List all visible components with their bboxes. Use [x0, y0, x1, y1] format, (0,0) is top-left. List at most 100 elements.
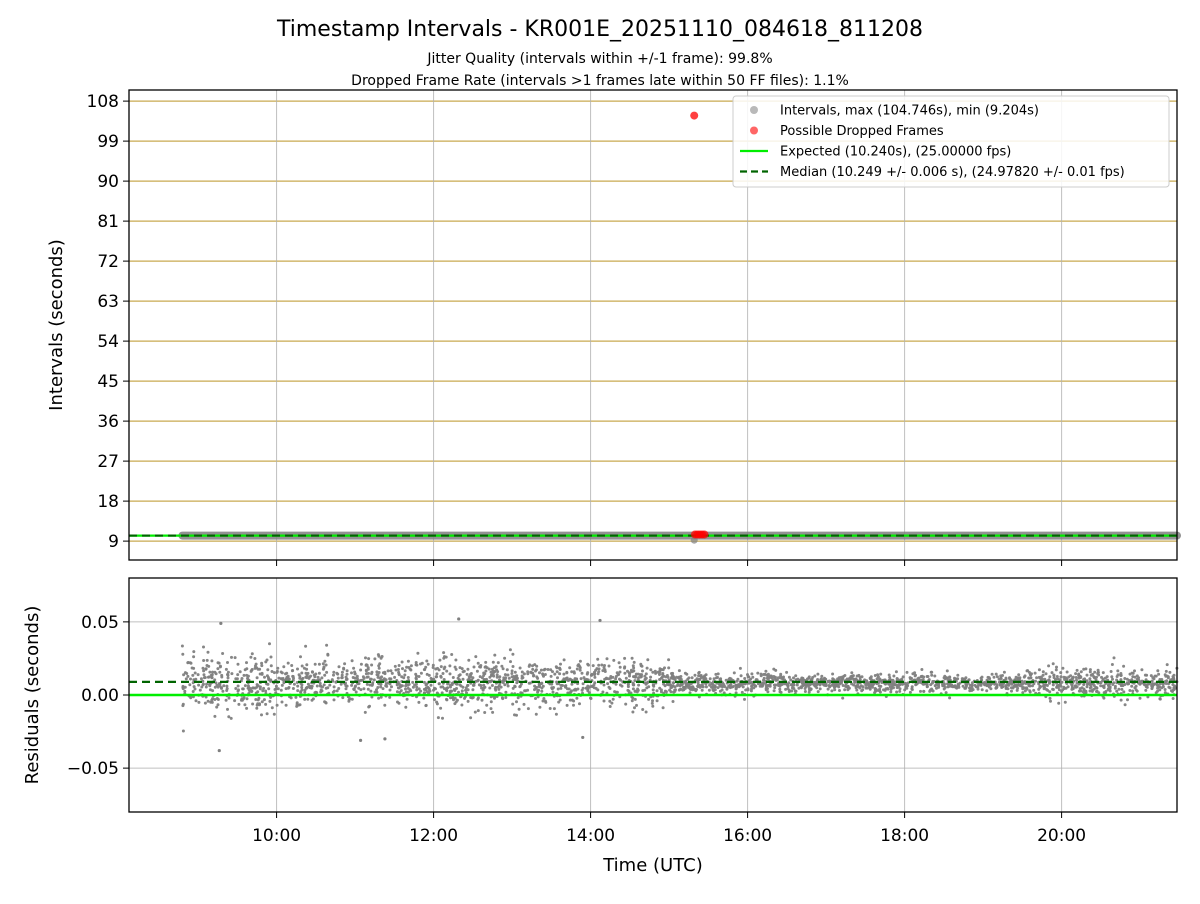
residual-point — [591, 664, 595, 668]
legend-label-intervals: Intervals, max (104.746s), min (9.204s) — [780, 104, 1039, 119]
residual-point — [631, 710, 635, 714]
residual-point — [183, 685, 187, 689]
residual-point — [208, 670, 212, 674]
residual-point — [1051, 662, 1055, 666]
residual-point — [920, 668, 924, 671]
residual-point — [290, 664, 294, 667]
residual-point — [999, 676, 1003, 680]
residual-point — [1032, 688, 1036, 692]
residual-point — [679, 675, 683, 678]
residual-point — [235, 677, 239, 681]
residual-point — [784, 687, 788, 691]
residual-point — [925, 685, 929, 688]
residual-point — [397, 664, 401, 667]
residual-point — [1093, 670, 1097, 674]
residual-point — [367, 671, 370, 675]
residual-point — [472, 665, 476, 669]
residual-point — [185, 672, 189, 675]
residual-point — [1074, 684, 1077, 688]
residual-point — [368, 704, 371, 708]
residual-point — [1055, 685, 1059, 689]
residual-point — [772, 689, 776, 693]
residual-point — [620, 684, 624, 688]
residual-point — [253, 666, 257, 670]
residual-point — [303, 697, 307, 701]
residual-point — [774, 678, 778, 682]
residual-point — [727, 677, 731, 681]
residual-point — [1042, 687, 1046, 691]
residual-point — [558, 672, 562, 676]
residual-point — [540, 686, 544, 690]
residual-point — [214, 672, 218, 676]
residual-point — [372, 678, 376, 682]
residual-point — [578, 668, 582, 672]
residual-point — [406, 676, 410, 679]
residual-point — [269, 655, 273, 659]
residual-point — [1020, 685, 1024, 689]
residual-point — [307, 676, 311, 680]
residual-point — [787, 681, 791, 685]
residual-point — [801, 676, 805, 680]
residual-point — [884, 682, 887, 686]
residual-point — [322, 683, 326, 687]
residual-point — [222, 684, 226, 688]
residual-point — [639, 675, 643, 679]
residual-point — [572, 703, 575, 707]
residual-point — [785, 670, 789, 674]
residual-point — [213, 714, 217, 718]
residual-point — [506, 684, 510, 688]
residual-point — [495, 675, 499, 679]
residual-point — [379, 685, 383, 689]
residual-point — [964, 682, 968, 686]
residual-point — [363, 710, 367, 714]
residual-point — [533, 663, 537, 667]
residual-point — [369, 689, 373, 693]
residual-point — [1110, 663, 1114, 666]
residual-point — [445, 689, 449, 693]
residual-point — [1128, 689, 1132, 692]
residual-point — [647, 697, 651, 701]
residual-point — [1092, 684, 1096, 687]
residual-point — [1122, 690, 1126, 694]
residual-point — [437, 682, 441, 686]
residual-point — [1115, 675, 1119, 678]
residual-point — [460, 703, 464, 707]
residual-point — [1021, 691, 1025, 695]
residual-point — [716, 686, 720, 690]
residual-point — [1123, 703, 1127, 707]
residual-point — [870, 678, 874, 682]
residual-point — [488, 675, 492, 679]
residual-point — [858, 678, 862, 681]
residual-point — [562, 658, 566, 662]
residual-point — [364, 663, 368, 667]
residual-point — [1023, 674, 1027, 678]
residual-point — [973, 683, 977, 687]
residual-point — [633, 679, 637, 683]
residual-point — [1043, 683, 1047, 687]
residual-point — [202, 645, 205, 649]
legend-marker-intervals — [750, 106, 758, 114]
residual-point — [375, 688, 378, 692]
residual-point — [553, 672, 557, 676]
residual-point — [304, 671, 308, 675]
residual-point — [280, 700, 284, 704]
residual-point — [649, 675, 653, 679]
residual-point — [449, 696, 452, 700]
residual-point — [191, 690, 195, 693]
top-dropped-frame-point — [700, 530, 709, 539]
residual-point — [364, 656, 367, 660]
residual-point — [711, 688, 715, 692]
residual-point — [827, 684, 831, 687]
residual-point — [708, 683, 712, 687]
residual-point — [875, 689, 879, 692]
residual-point — [245, 697, 249, 701]
residual-point — [251, 702, 255, 706]
residual-point — [193, 671, 197, 675]
residual-point — [188, 683, 192, 687]
residual-point — [226, 661, 229, 664]
residual-point — [908, 676, 912, 680]
residual-point — [1144, 678, 1148, 682]
residual-point — [767, 676, 771, 680]
residual-point — [1048, 696, 1052, 700]
residual-point — [366, 687, 370, 691]
